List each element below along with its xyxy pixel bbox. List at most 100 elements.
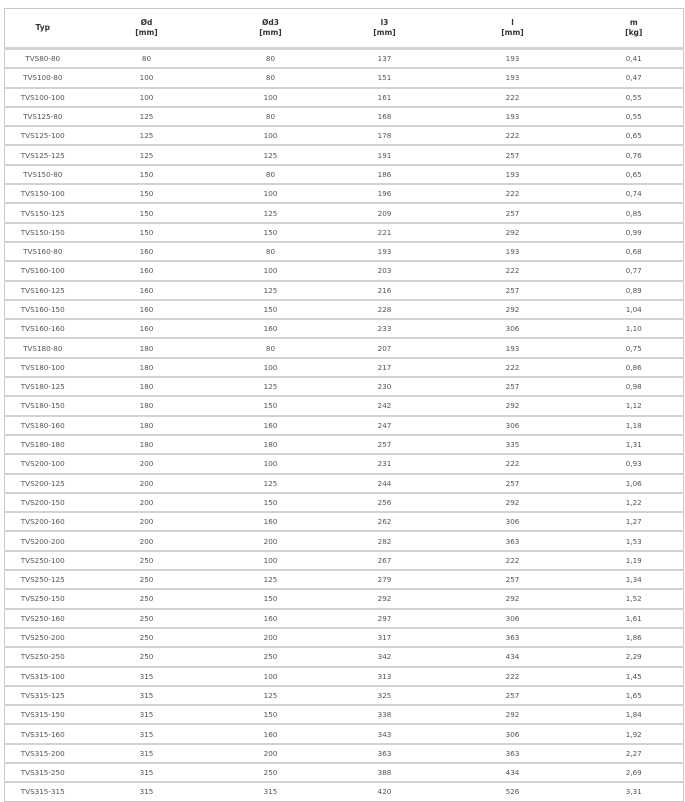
cell-od3: 80: [212, 241, 329, 263]
cell-m: 1,18: [584, 415, 684, 436]
cell-l3: 207: [328, 338, 441, 359]
cell-od: 125: [80, 106, 213, 128]
cell-od: 80: [80, 48, 213, 70]
cell-od3: 150: [212, 492, 329, 514]
cell-l: 257: [440, 203, 585, 224]
cell-type: TVS250-125: [4, 570, 81, 591]
cell-l: 257: [440, 473, 585, 494]
cell-l: 222: [440, 454, 585, 475]
cell-l3: 137: [328, 48, 441, 70]
cell-m: 1,31: [584, 434, 684, 456]
cell-l3: 151: [328, 68, 441, 89]
cell-l: 434: [440, 762, 585, 784]
table-row: TVS315-315 315 315 420 526 3,31: [5, 782, 684, 801]
cell-l3: 342: [328, 647, 441, 668]
table-row: TVS315-100 315 100 313 222 1,45: [4, 666, 684, 687]
table-row: TVS100-100 100 100 161 222 0,55: [4, 87, 684, 108]
cell-od3: 100: [212, 550, 329, 572]
cell-od: 315: [139, 787, 154, 797]
cell-od3: 150: [212, 589, 329, 610]
table-row: TVS315-150 315 150 338 292 1,84: [4, 705, 684, 726]
table-row: TVS180-150 180 150 242 292 1,12: [4, 396, 684, 417]
cell-od: 250: [80, 608, 213, 629]
cell-type: TVS160-160: [4, 319, 81, 340]
cell-l: 434: [440, 647, 585, 668]
cell-type: TVS180-125: [4, 377, 81, 398]
header-type: Typ: [4, 8, 81, 50]
cell-m: 3,31: [625, 787, 642, 797]
cell-l: 222: [440, 357, 585, 379]
cell-m: 1,53: [584, 531, 684, 552]
cell-od3: 200: [212, 627, 329, 649]
cell-type: TVS250-100: [4, 550, 81, 572]
cell-l3: 388: [328, 762, 441, 784]
cell-od: 200: [80, 512, 213, 533]
cell-type: TVS150-100: [4, 184, 81, 205]
cell-od: 180: [80, 338, 213, 359]
cell-od: 315: [80, 685, 213, 707]
cell-l3: 242: [328, 396, 441, 417]
cell-l3: 244: [328, 473, 441, 494]
cell-m: 2,69: [584, 762, 684, 784]
cell-l: 222: [440, 87, 585, 108]
cell-l3: 191: [328, 145, 441, 166]
cell-l: 292: [440, 492, 585, 514]
cell-type: TVS315-160: [4, 724, 81, 745]
cell-l3: 338: [328, 705, 441, 726]
header-unit: [mm]: [259, 28, 282, 37]
cell-m: 0,85: [584, 203, 684, 224]
cell-od3: 160: [212, 608, 329, 629]
header-m: m [kg]: [584, 8, 684, 50]
header-od3: Ød3 [mm]: [212, 8, 329, 50]
table-row: TVS200-100 200 100 231 222 0,93: [4, 454, 684, 475]
cell-type: TVS200-160: [4, 512, 81, 533]
cell-od: 250: [80, 570, 213, 591]
cell-type: TVS315-125: [4, 685, 81, 707]
cell-l3: 317: [328, 627, 441, 649]
cell-od3: 125: [212, 685, 329, 707]
cell-type: TVS180-100: [4, 357, 81, 379]
cell-od: 315: [80, 705, 213, 726]
cell-type: TVS250-250: [4, 647, 81, 668]
cell-l: 257: [440, 685, 585, 707]
cell-od3: 100: [212, 184, 329, 205]
cell-l3: 209: [328, 203, 441, 224]
cell-l3: 279: [328, 570, 441, 591]
table-header: Typ Ød [mm] Ød3 [mm] l3 [mm] l [mm] m [kg]: [4, 8, 684, 50]
cell-type: TVS180-150: [4, 396, 81, 417]
cell-l3: 363: [328, 743, 441, 764]
cell-l: 257: [440, 570, 585, 591]
cell-l3: 233: [328, 319, 441, 340]
cell-type: TVS250-150: [4, 589, 81, 610]
cell-od: 160: [80, 241, 213, 263]
cell-l: 335: [440, 434, 585, 456]
cell-l: 292: [440, 396, 585, 417]
cell-od3: 100: [212, 357, 329, 379]
cell-l: 222: [440, 666, 585, 687]
cell-m: 1,92: [584, 724, 684, 745]
cell-m: 2,29: [584, 647, 684, 668]
cell-od3: 125: [212, 203, 329, 224]
header-unit: [mm]: [373, 28, 396, 37]
cell-od: 180: [80, 396, 213, 417]
table-row: TVS150-150 150 150 221 292 0,99: [4, 222, 684, 243]
cell-od: 315: [80, 724, 213, 745]
table-row: TVS315-250 315 250 388 434 2,69: [4, 762, 684, 784]
cell-type: TVS150-80: [4, 164, 81, 186]
cell-l: 222: [440, 261, 585, 282]
cell-m: 0,55: [584, 106, 684, 128]
header-row: Typ Ød [mm] Ød3 [mm] l3 [mm] l [mm] m [kg]: [4, 8, 684, 50]
cell-od3: 160: [212, 512, 329, 533]
cell-od: 200: [80, 454, 213, 475]
cell-od3: 100: [212, 666, 329, 687]
cell-l: 193: [440, 106, 585, 128]
cell-od: 100: [80, 87, 213, 108]
header-label: Ød3: [262, 18, 279, 27]
cell-od: 150: [80, 203, 213, 224]
cell-type: TVS315-250: [4, 762, 81, 784]
cell-l3: 325: [328, 685, 441, 707]
cell-od3: 80: [212, 164, 329, 186]
dimensions-table: Typ Ød [mm] Ød3 [mm] l3 [mm] l [mm] m [kg] TVS80-8…: [4, 8, 684, 802]
cell-od3: 125: [212, 280, 329, 301]
cell-od3: 160: [212, 319, 329, 340]
